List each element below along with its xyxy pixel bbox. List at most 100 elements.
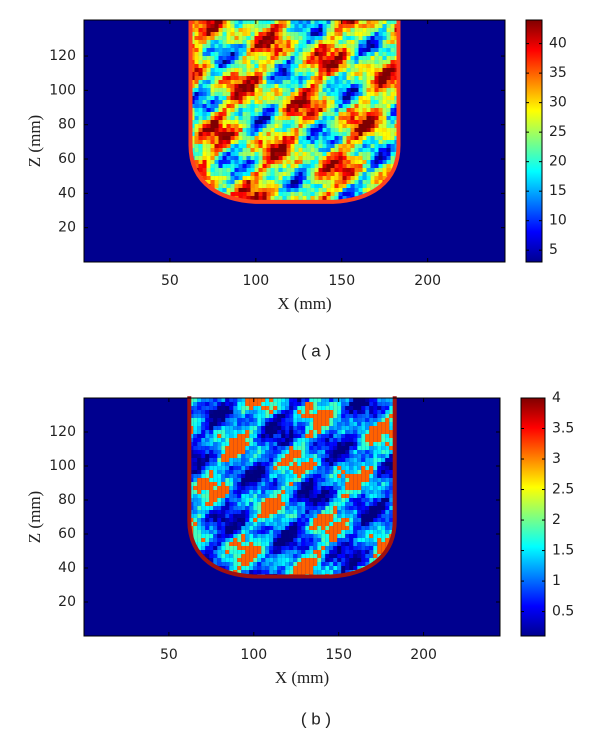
texture-cell xyxy=(361,438,365,442)
texture-cell xyxy=(293,458,297,462)
texture-cell xyxy=(201,494,205,498)
texture-cell xyxy=(323,116,327,120)
texture-cell xyxy=(391,152,395,156)
texture-cell xyxy=(225,526,229,530)
texture-cell xyxy=(243,156,247,160)
texture-cell xyxy=(275,48,279,52)
texture-cell xyxy=(345,502,349,506)
texture-cell xyxy=(253,538,257,542)
texture-cell xyxy=(351,84,355,88)
texture-cell xyxy=(203,164,207,168)
texture-cell xyxy=(317,526,321,530)
texture-cell xyxy=(361,502,365,506)
texture-cell xyxy=(313,470,317,474)
texture-cell xyxy=(229,442,233,446)
texture-cell xyxy=(271,180,275,184)
texture-cell xyxy=(265,530,269,534)
texture-cell xyxy=(359,48,363,52)
texture-cell xyxy=(335,196,339,200)
texture-cell xyxy=(305,546,309,550)
texture-cell xyxy=(391,108,395,112)
texture-cell xyxy=(227,108,231,112)
texture-cell xyxy=(291,132,295,136)
texture-cell xyxy=(233,490,237,494)
texture-cell xyxy=(357,470,361,474)
texture-cell xyxy=(275,36,279,40)
texture-cell xyxy=(203,136,207,140)
texture-cell xyxy=(205,518,209,522)
texture-cell xyxy=(299,36,303,40)
texture-cell xyxy=(383,36,387,40)
texture-cell xyxy=(301,518,305,522)
texture-cell xyxy=(267,32,271,36)
texture-cell xyxy=(369,446,373,450)
texture-cell xyxy=(293,522,297,526)
texture-cell xyxy=(357,538,361,542)
texture-cell xyxy=(223,24,227,28)
texture-cell xyxy=(249,558,253,562)
texture-cell xyxy=(297,566,301,570)
texture-cell xyxy=(351,188,355,192)
texture-cell xyxy=(341,514,345,518)
texture-cell xyxy=(329,558,333,562)
texture-cell xyxy=(253,446,257,450)
texture-cell xyxy=(245,550,249,554)
texture-cell xyxy=(339,28,343,32)
texture-cell xyxy=(311,188,315,192)
colorbar-tick-label: 4 xyxy=(552,390,561,406)
texture-cell xyxy=(299,56,303,60)
texture-cell xyxy=(203,76,207,80)
texture-cell xyxy=(349,542,353,546)
texture-cell xyxy=(343,172,347,176)
texture-cell xyxy=(259,156,263,160)
texture-cell xyxy=(243,180,247,184)
texture-cell xyxy=(317,422,321,426)
texture-cell xyxy=(315,108,319,112)
texture-cell xyxy=(303,44,307,48)
texture-cell xyxy=(357,398,361,402)
texture-cell xyxy=(331,100,335,104)
texture-cell xyxy=(257,474,261,478)
texture-cell xyxy=(271,164,275,168)
texture-cell xyxy=(235,76,239,80)
texture-cell xyxy=(287,80,291,84)
texture-cell xyxy=(203,24,207,28)
texture-cell xyxy=(295,136,299,140)
texture-cell xyxy=(265,550,269,554)
texture-cell xyxy=(289,398,293,402)
texture-cell xyxy=(299,64,303,68)
texture-cell xyxy=(299,184,303,188)
texture-cell xyxy=(261,466,265,470)
texture-cell xyxy=(355,48,359,52)
texture-cell xyxy=(311,32,315,36)
texture-cell xyxy=(261,550,265,554)
texture-cell xyxy=(319,116,323,120)
texture-cell xyxy=(229,410,233,414)
texture-cell xyxy=(321,490,325,494)
texture-cell xyxy=(391,64,395,68)
texture-cell xyxy=(375,164,379,168)
texture-cell xyxy=(221,514,225,518)
texture-cell xyxy=(261,486,265,490)
texture-cell xyxy=(273,406,277,410)
texture-cell xyxy=(261,446,265,450)
texture-cell xyxy=(299,128,303,132)
texture-cell xyxy=(305,426,309,430)
texture-cell xyxy=(357,522,361,526)
texture-cell xyxy=(389,454,393,458)
texture-cell xyxy=(195,160,199,164)
texture-cell xyxy=(205,434,209,438)
texture-cell xyxy=(379,64,383,68)
texture-cell xyxy=(249,470,253,474)
texture-cell xyxy=(303,136,307,140)
tissue-texture xyxy=(191,20,399,204)
texture-cell xyxy=(269,542,273,546)
texture-cell xyxy=(197,482,201,486)
texture-cell xyxy=(311,176,315,180)
texture-cell xyxy=(193,406,197,410)
texture-cell xyxy=(227,100,231,104)
texture-cell xyxy=(277,426,281,430)
texture-cell xyxy=(195,128,199,132)
texture-cell xyxy=(215,84,219,88)
texture-cell xyxy=(337,406,341,410)
